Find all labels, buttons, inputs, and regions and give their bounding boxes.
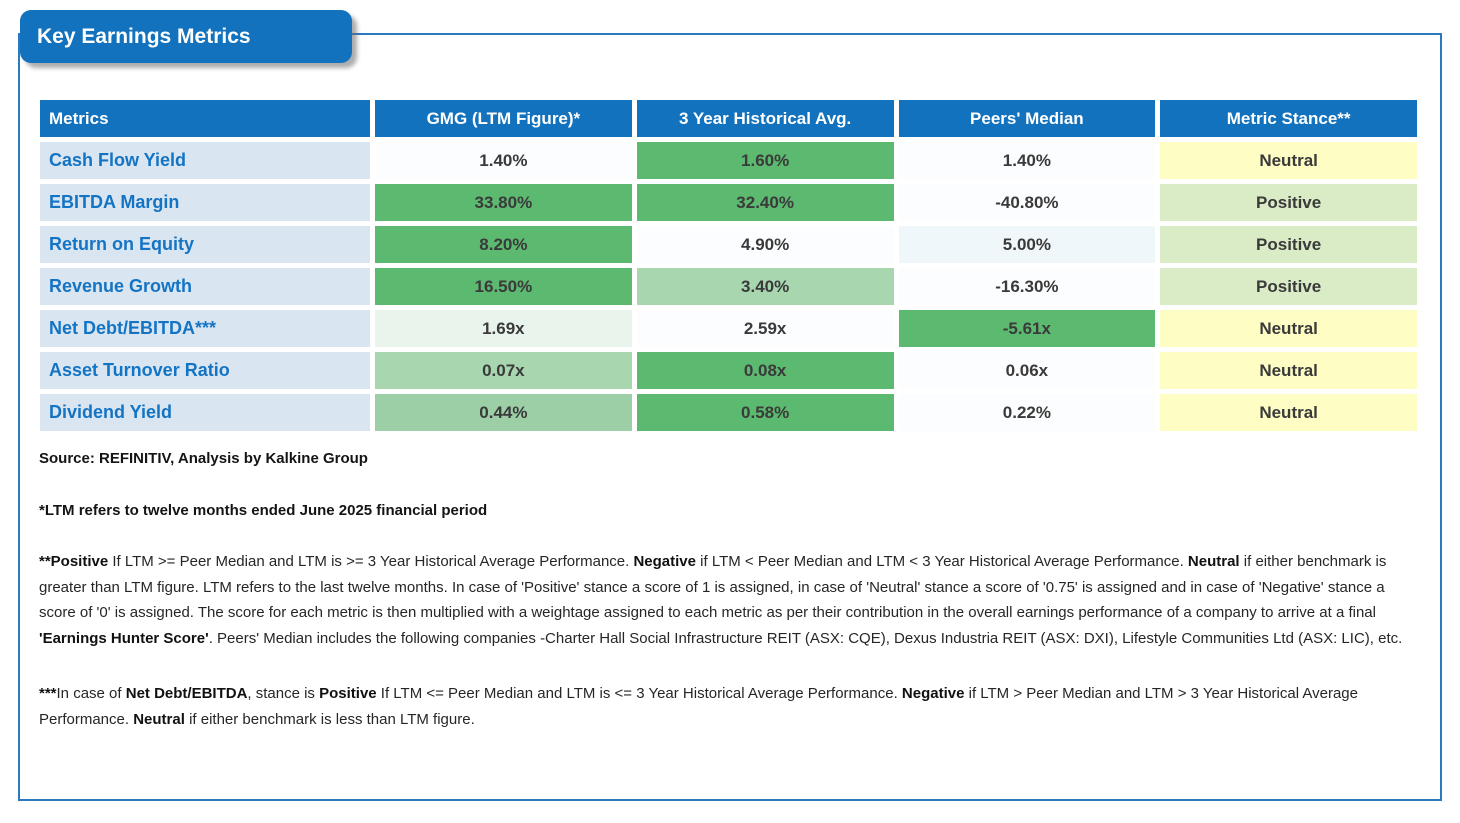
table-row: Revenue Growth 16.50% 3.40% -16.30% Positive: [40, 268, 1417, 305]
footnote-bold-text: Neutral: [133, 710, 185, 728]
metric-name-cell: EBITDA Margin: [40, 184, 370, 221]
footnote-text: , stance is: [247, 685, 320, 702]
metric-name-cell: Dividend Yield: [40, 394, 370, 431]
table-row: Cash Flow Yield 1.40% 1.60% 1.40% Neutral: [40, 142, 1417, 179]
value-cell: 8.20%: [375, 226, 632, 263]
column-header-3-year-historical-avg: 3 Year Historical Avg.: [636, 100, 894, 137]
value-cell: -40.80%: [898, 184, 1156, 221]
stance-methodology-footnote: **Positive If LTM >= Peer Median and LTM…: [39, 549, 1417, 651]
value-cell: 3.40%: [636, 268, 894, 305]
table-row: Net Debt/EBITDA*** 1.69x 2.59x -5.61x Neutra…: [40, 310, 1417, 347]
value-cell: 33.80%: [375, 184, 632, 221]
value-cell: 1.40%: [898, 142, 1156, 179]
report-panel: Metrics GMG (LTM Figure)* 3 Year Historica…: [18, 33, 1442, 801]
stance-cell: Neutral: [1160, 310, 1417, 347]
footnote-bold-text: Positive: [319, 685, 377, 702]
column-header-metrics: Metrics: [40, 100, 370, 137]
value-cell: 1.60%: [636, 142, 894, 179]
column-header-metric-stance: Metric Stance**: [1160, 100, 1417, 137]
title-banner: Key Earnings Metrics: [20, 10, 352, 63]
value-cell: 0.44%: [375, 394, 632, 431]
ltm-footnote: *LTM refers to twelve months ended June …: [39, 502, 488, 519]
footnote-text: In case of: [56, 685, 126, 702]
metric-name-cell: Return on Equity: [40, 226, 370, 263]
stance-cell: Neutral: [1160, 394, 1417, 431]
stance-cell: Neutral: [1160, 142, 1417, 179]
value-cell: 32.40%: [636, 184, 894, 221]
table-header-row: Metrics GMG (LTM Figure)* 3 Year Historica…: [40, 100, 1417, 137]
value-cell: 0.07x: [375, 352, 632, 389]
footnote-text: if LTM < Peer Median and LTM < 3 Year Hi…: [696, 553, 1188, 570]
footnote-text: If LTM <= Peer Median and LTM is <= 3 Ye…: [376, 685, 902, 702]
column-header-gmg-ltm-figure: GMG (LTM Figure)*: [375, 100, 632, 137]
metric-name-cell: Cash Flow Yield: [40, 142, 370, 179]
value-cell: 0.06x: [898, 352, 1156, 389]
value-cell: -5.61x: [898, 310, 1156, 347]
table-row: Dividend Yield 0.44% 0.58% 0.22% Neutral: [40, 394, 1417, 431]
footnote-bold-text: ***: [39, 685, 57, 702]
value-cell: -16.30%: [898, 268, 1156, 305]
metric-name-cell: Net Debt/EBITDA***: [40, 310, 370, 347]
source-note: Source: REFINITIV, Analysis by Kalkine G…: [39, 450, 368, 467]
stance-cell: Positive: [1160, 268, 1417, 305]
footnote-text: If LTM >= Peer Median and LTM is >= 3 Ye…: [108, 553, 634, 570]
value-cell: 0.08x: [636, 352, 894, 389]
footnote-text: if either benchmark is less than LTM fig…: [184, 710, 475, 728]
column-header-peers-median: Peers' Median: [898, 100, 1156, 137]
value-cell: 1.40%: [375, 142, 632, 179]
footnote-bold-text: Negative: [901, 685, 965, 702]
page-title: Key Earnings Metrics: [37, 25, 251, 48]
stance-cell: Neutral: [1160, 352, 1417, 389]
footnote-bold-text: Neutral: [1187, 553, 1240, 570]
metric-name-cell: Revenue Growth: [40, 268, 370, 305]
stance-cell: Positive: [1160, 226, 1417, 263]
table-row: Return on Equity 8.20% 4.90% 5.00% Positive: [40, 226, 1417, 263]
table-row: EBITDA Margin 33.80% 32.40% -40.80% Positive: [40, 184, 1417, 221]
value-cell: 5.00%: [898, 226, 1156, 263]
metrics-table: Metrics GMG (LTM Figure)* 3 Year Historica…: [35, 95, 1422, 436]
netdebt-methodology-footnote: ***In case of Net Debt/EBITDA, stance is…: [39, 681, 1417, 732]
footnote-bold-text: Negative: [633, 553, 696, 570]
stance-cell: Positive: [1160, 184, 1417, 221]
value-cell: 1.69x: [375, 310, 632, 347]
footnote-text: . Peers' Median includes the following c…: [208, 629, 1403, 647]
value-cell: 0.58%: [636, 394, 894, 431]
footnote-bold-text: Net Debt/EBITDA: [125, 685, 248, 702]
table-body: Cash Flow Yield 1.40% 1.60% 1.40% Neutral EBI…: [40, 142, 1417, 431]
metric-name-cell: Asset Turnover Ratio: [40, 352, 370, 389]
footnote-bold-text: **Positive: [39, 553, 109, 570]
table-row: Asset Turnover Ratio 0.07x 0.08x 0.06x Neutr…: [40, 352, 1417, 389]
value-cell: 16.50%: [375, 268, 632, 305]
value-cell: 2.59x: [636, 310, 894, 347]
footnote-text: if either benchmark is greater than LTM …: [39, 553, 1387, 621]
value-cell: 0.22%: [898, 394, 1156, 431]
footnote-bold-text: 'Earnings Hunter Score': [39, 629, 209, 647]
footnote-text: if LTM > Peer Median and LTM > 3 Year Hi…: [39, 685, 1358, 728]
value-cell: 4.90%: [636, 226, 894, 263]
